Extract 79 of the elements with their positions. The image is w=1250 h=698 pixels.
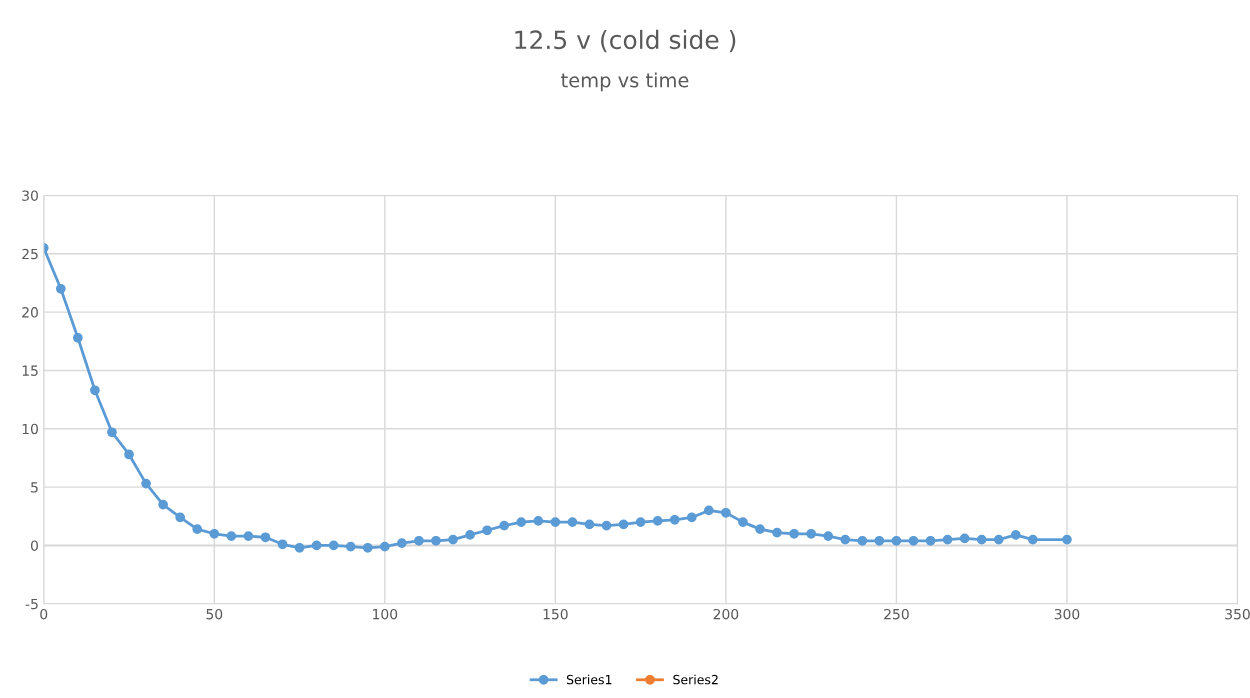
- point: [601, 520, 612, 531]
- point: [379, 541, 390, 552]
- x-tick-label: 250: [884, 608, 909, 620]
- y-tick-label: 20: [22, 307, 38, 318]
- point: [993, 534, 1004, 545]
- point: [465, 530, 475, 540]
- point: [942, 534, 953, 545]
- point: [482, 525, 493, 536]
- chart-subtitle: temp vs time: [561, 72, 689, 92]
- point: [618, 519, 629, 530]
- y-tick-label: 15: [22, 365, 38, 376]
- point: [567, 517, 578, 527]
- x-tick-label: 100: [373, 608, 398, 620]
- point: [772, 527, 782, 538]
- point: [294, 542, 305, 553]
- point: [755, 524, 765, 534]
- point: [635, 517, 646, 527]
- point: [908, 535, 919, 546]
- point: [158, 499, 168, 510]
- point: [874, 535, 885, 546]
- legend-label: Series1: [566, 674, 612, 685]
- point: [1062, 534, 1072, 545]
- chart-title: 12.5 v (cold side ): [515, 29, 736, 53]
- point: [448, 534, 458, 545]
- point: [90, 385, 100, 396]
- point: [584, 519, 595, 530]
- point: [397, 538, 407, 548]
- point: [1027, 534, 1038, 545]
- point: [516, 517, 527, 527]
- y-tick-label: 0: [30, 540, 38, 551]
- point: [823, 531, 834, 541]
- point: [328, 540, 339, 551]
- point: [260, 532, 271, 543]
- point: [277, 539, 288, 550]
- point: [175, 512, 186, 523]
- point: [192, 524, 203, 534]
- point: [226, 531, 237, 541]
- point: [840, 534, 851, 545]
- y-tick-label: 10: [22, 423, 38, 435]
- x-tick-label: 0: [40, 608, 48, 620]
- point: [345, 541, 356, 552]
- legend-label: Series2: [673, 674, 718, 685]
- y-tick-label: 5: [31, 482, 38, 493]
- point: [72, 332, 83, 343]
- point: [703, 505, 714, 516]
- point: [431, 535, 441, 546]
- point: [891, 535, 902, 546]
- y-tick-label: 25: [22, 248, 38, 260]
- x-tick-label: 200: [713, 608, 739, 620]
- point: [362, 542, 373, 553]
- point: [1010, 530, 1021, 540]
- point: [789, 528, 799, 539]
- point: [209, 528, 220, 539]
- point: [55, 283, 66, 294]
- point: [669, 514, 680, 525]
- point: [806, 528, 817, 539]
- point: [959, 533, 970, 544]
- point: [533, 516, 544, 526]
- point: [141, 478, 151, 489]
- point: [686, 512, 697, 523]
- point: [652, 516, 663, 526]
- x-tick-label: 350: [1225, 608, 1250, 620]
- point: [499, 520, 510, 531]
- point: [107, 427, 117, 438]
- point: [721, 507, 731, 518]
- point: [414, 535, 424, 546]
- y-tick-label: -5: [25, 598, 38, 610]
- point: [738, 517, 748, 527]
- point: [124, 449, 134, 460]
- x-tick-label: 50: [206, 608, 223, 620]
- point: [311, 540, 322, 551]
- x-tick-label: 150: [543, 608, 568, 620]
- point: [925, 535, 936, 546]
- point: [550, 517, 561, 527]
- point: [857, 535, 868, 546]
- x-tick-label: 300: [1054, 608, 1080, 620]
- point: [243, 531, 254, 541]
- y-tick-label: 30: [22, 190, 38, 201]
- point: [976, 534, 987, 545]
